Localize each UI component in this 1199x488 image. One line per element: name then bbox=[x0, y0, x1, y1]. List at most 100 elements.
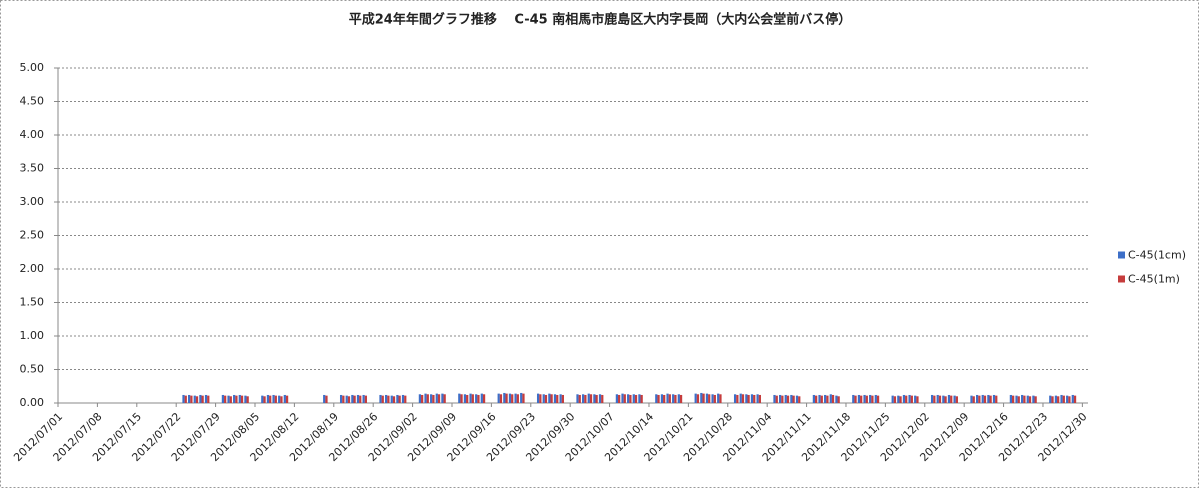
bar bbox=[989, 395, 992, 403]
bar bbox=[269, 395, 272, 403]
bar bbox=[582, 394, 585, 403]
bar bbox=[930, 394, 934, 403]
bar bbox=[773, 394, 776, 403]
bar bbox=[750, 394, 754, 403]
bar bbox=[188, 394, 191, 403]
bar bbox=[1051, 396, 1054, 403]
bar bbox=[458, 393, 461, 403]
bar bbox=[325, 395, 328, 403]
bar bbox=[266, 394, 270, 403]
bar bbox=[987, 394, 990, 403]
bar bbox=[593, 394, 596, 403]
bar bbox=[426, 394, 429, 403]
bar bbox=[1015, 395, 1018, 403]
bar bbox=[195, 396, 199, 403]
bar bbox=[278, 395, 281, 403]
bar bbox=[666, 393, 669, 403]
bar bbox=[221, 394, 225, 403]
bar bbox=[421, 394, 424, 403]
bar bbox=[784, 394, 787, 403]
bar bbox=[679, 394, 683, 403]
bar bbox=[589, 394, 593, 403]
bar bbox=[899, 396, 902, 403]
bar bbox=[359, 395, 362, 403]
y-tick-label: 0.50 bbox=[20, 363, 45, 376]
bar bbox=[677, 394, 680, 403]
bar bbox=[1009, 394, 1013, 403]
bar bbox=[623, 394, 626, 403]
bar bbox=[182, 394, 185, 403]
bar bbox=[739, 393, 742, 403]
y-tick-label: 1.00 bbox=[20, 329, 45, 342]
bar bbox=[1073, 395, 1077, 403]
bar bbox=[1012, 395, 1015, 403]
bar bbox=[831, 394, 835, 403]
bar bbox=[812, 394, 816, 403]
bar bbox=[516, 394, 519, 403]
bar bbox=[869, 394, 872, 403]
bar bbox=[736, 394, 739, 403]
bar bbox=[627, 394, 630, 403]
bar bbox=[601, 394, 604, 403]
bar bbox=[781, 395, 784, 403]
bar bbox=[711, 394, 714, 403]
bar bbox=[708, 394, 711, 403]
bar bbox=[1071, 394, 1074, 403]
bar bbox=[634, 394, 638, 403]
bar bbox=[891, 395, 894, 403]
bar bbox=[983, 395, 987, 403]
bar bbox=[1032, 395, 1035, 403]
bar bbox=[638, 394, 641, 403]
bar bbox=[396, 394, 399, 403]
bar bbox=[385, 394, 388, 403]
bar bbox=[184, 395, 187, 403]
bar bbox=[933, 395, 936, 403]
bar bbox=[852, 394, 855, 403]
y-tick-label: 0.00 bbox=[20, 396, 45, 409]
y-tick-label: 2.00 bbox=[20, 262, 45, 275]
bar bbox=[1023, 395, 1026, 403]
bar bbox=[418, 394, 422, 403]
bar bbox=[480, 393, 483, 403]
bar bbox=[753, 394, 756, 403]
bar bbox=[347, 396, 351, 403]
bar bbox=[719, 394, 722, 403]
bar bbox=[280, 396, 283, 403]
bar bbox=[227, 395, 230, 403]
bar bbox=[466, 394, 469, 403]
legend-label: C-45(1cm) bbox=[1128, 249, 1186, 262]
bar bbox=[897, 395, 900, 403]
bar bbox=[460, 394, 463, 403]
bar bbox=[876, 395, 880, 403]
bar bbox=[758, 394, 761, 403]
bar bbox=[508, 393, 512, 403]
bar bbox=[910, 395, 913, 403]
bar bbox=[351, 394, 354, 403]
bar bbox=[745, 394, 748, 403]
bar bbox=[1060, 394, 1063, 403]
bar bbox=[865, 395, 868, 403]
bar bbox=[193, 395, 196, 403]
bar bbox=[705, 393, 709, 403]
y-tick-label: 2.50 bbox=[20, 229, 45, 242]
bar bbox=[263, 396, 266, 403]
bar bbox=[342, 395, 345, 403]
bar bbox=[835, 395, 838, 403]
bar bbox=[283, 394, 286, 403]
bar bbox=[204, 394, 208, 403]
bar bbox=[244, 395, 247, 403]
bar bbox=[536, 393, 540, 403]
bar bbox=[548, 393, 551, 403]
bar bbox=[207, 395, 210, 403]
bar bbox=[432, 394, 435, 403]
bar bbox=[443, 394, 446, 403]
bar bbox=[362, 394, 365, 403]
bar bbox=[475, 394, 478, 403]
y-tick-label: 5.00 bbox=[20, 61, 45, 74]
bar bbox=[424, 393, 427, 403]
bar bbox=[240, 395, 244, 403]
bar bbox=[561, 394, 564, 403]
y-tick-label: 3.50 bbox=[20, 162, 45, 175]
bar bbox=[1034, 396, 1037, 403]
